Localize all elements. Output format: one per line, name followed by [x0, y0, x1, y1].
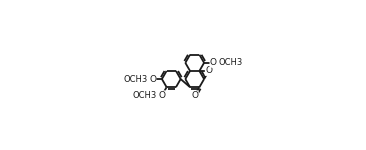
Text: OCH3: OCH3	[124, 75, 148, 84]
Text: OCH3: OCH3	[133, 91, 157, 100]
Text: O: O	[205, 66, 212, 75]
Text: O: O	[158, 91, 165, 100]
Text: OCH3: OCH3	[218, 58, 242, 67]
Text: O: O	[191, 91, 198, 100]
Text: O: O	[149, 75, 156, 84]
Text: O: O	[210, 58, 217, 67]
